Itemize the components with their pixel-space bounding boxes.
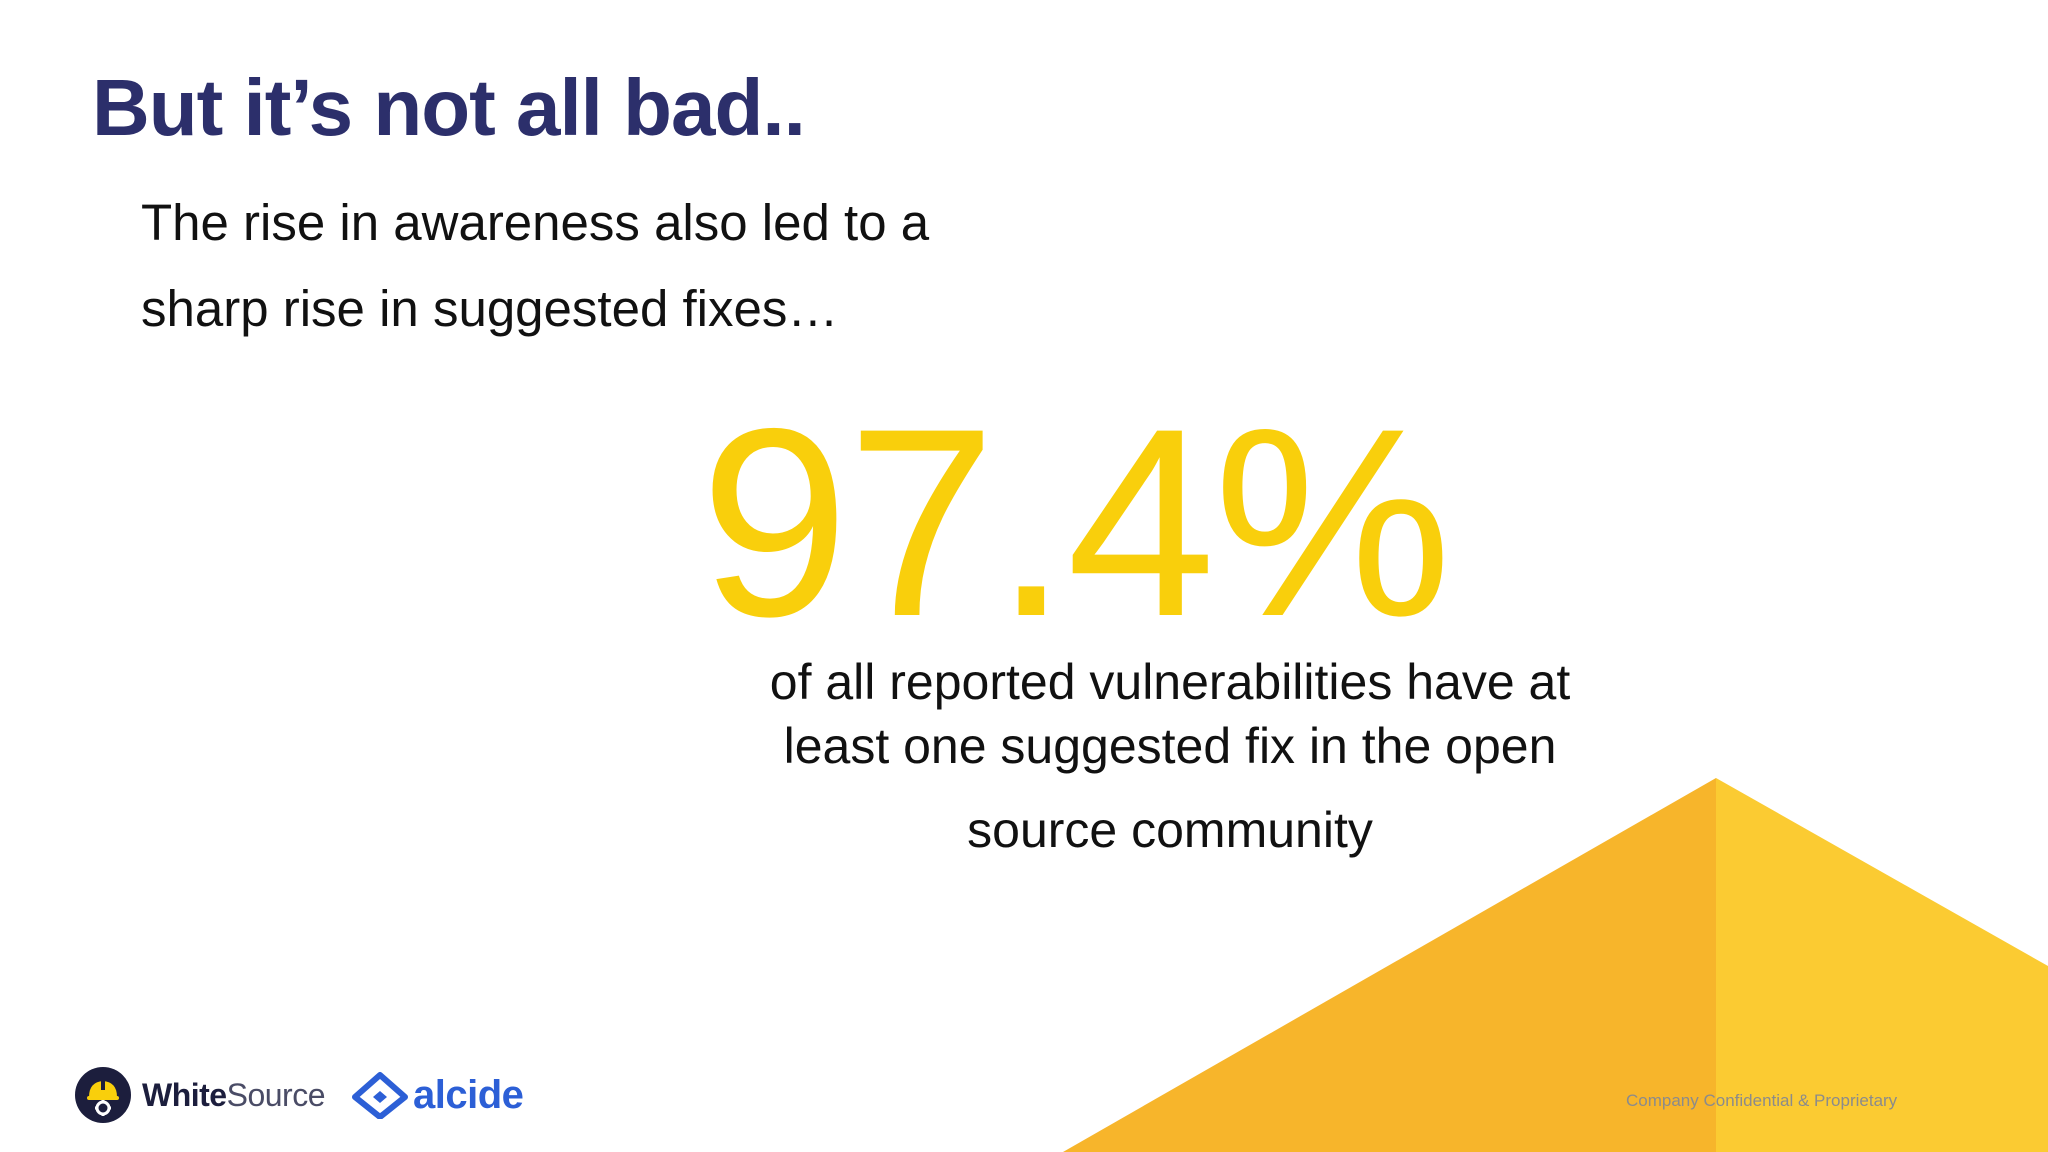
whitesource-wordmark-white: White [142, 1076, 227, 1113]
stat-description-line-1: of all reported vulnerabilities have at [769, 654, 1571, 710]
subtitle-line-2: sharp rise in suggested fixes… [141, 280, 839, 337]
whitesource-wordmark-source: Source [226, 1076, 326, 1113]
alcide-diamond-icon [351, 1072, 408, 1119]
stat-description-line-2: least one suggested fix in the open [783, 718, 1557, 774]
confidential-footer-note: Company Confidential & Proprietary [1626, 1091, 1898, 1110]
alcide-wordmark: alcide [412, 1072, 524, 1117]
whitesource-logo: WhiteSource [74, 1066, 325, 1124]
stat-description: of all reported vulnerabilities have at … [720, 650, 1620, 862]
alcide-logo: alcide [351, 1071, 524, 1119]
slide-title: But it’s not all bad.. [92, 63, 806, 152]
whitesource-wordmark: WhiteSource [142, 1077, 325, 1114]
stat-value: 97.4% [700, 372, 1452, 672]
partner-logos: WhiteSource alcide [74, 1064, 524, 1126]
whitesource-helmet-gear-icon [75, 1067, 131, 1123]
stat-description-line-3: source community [967, 802, 1373, 858]
slide-subtitle: The rise in awareness also led to a shar… [141, 180, 1041, 352]
triangle-right-face [1716, 778, 2048, 1152]
subtitle-line-1: The rise in awareness also led to a [141, 194, 930, 251]
triangle-left-face [1063, 778, 1716, 1152]
